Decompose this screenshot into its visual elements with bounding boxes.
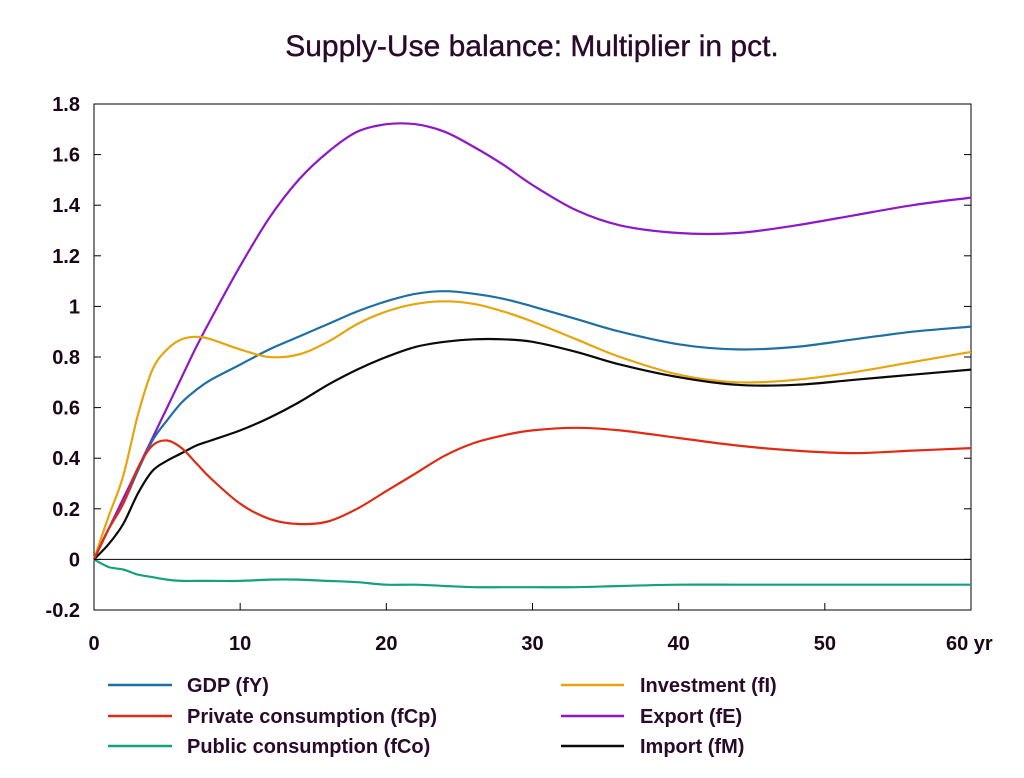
x-tick-label: 10 (229, 633, 251, 655)
series-line-import-fm (93, 337, 972, 561)
legend-label: Investment (fI) (640, 675, 777, 697)
legend-label: GDP (fY) (187, 675, 269, 697)
y-tick-label: 1.2 (52, 246, 80, 268)
x-tick-label: 60 yr (946, 633, 993, 655)
y-tick-label: 0 (69, 549, 80, 571)
x-tick-label: 50 (814, 633, 836, 655)
legend-label: Export (fE) (640, 706, 742, 728)
y-tick-label: 0.8 (52, 347, 80, 369)
series-line-public-consumption-fco (93, 558, 971, 589)
y-tick-label: 1.4 (52, 195, 81, 217)
legend-label: Import (fM) (640, 736, 744, 758)
y-tick-label: 1 (69, 296, 80, 318)
legend-label: Public consumption (fCo) (187, 736, 430, 758)
y-tick-label: 1.8 (52, 94, 80, 116)
tick-layer: -0.2 0 0.2 0.4 0.6 0.8 1 1.2 1.4 1.6 1.8 0 10 20 30 40 5… (46, 94, 993, 655)
x-tick-label: 0 (88, 633, 99, 655)
x-tick-label: 30 (521, 633, 543, 655)
series-line-private-consumption-fcp (93, 426, 972, 560)
x-tick-label: 20 (375, 633, 397, 655)
series-layer (92, 122, 972, 589)
y-tick-label: 0.2 (52, 499, 80, 521)
y-tick-label: -0.2 (46, 600, 80, 622)
legend-label: Private consumption (fCp) (187, 706, 437, 728)
plot-frame (93, 103, 972, 611)
x-tick-label: 40 (668, 633, 690, 655)
series-line-gdp-fy (93, 290, 972, 560)
series-line-export-fe (93, 122, 972, 560)
y-tick-label: 0.6 (52, 398, 80, 420)
legend: GDP (fY) Private consumption (fCp) Public … (108, 675, 777, 758)
y-tick-label: 1.6 (52, 145, 80, 167)
chart-title: Supply-Use balance: Multiplier in pct. (285, 30, 779, 63)
plot-area (93, 103, 972, 611)
y-tick-label: 0.4 (52, 448, 81, 470)
series-line-investment-fi (92, 300, 972, 560)
